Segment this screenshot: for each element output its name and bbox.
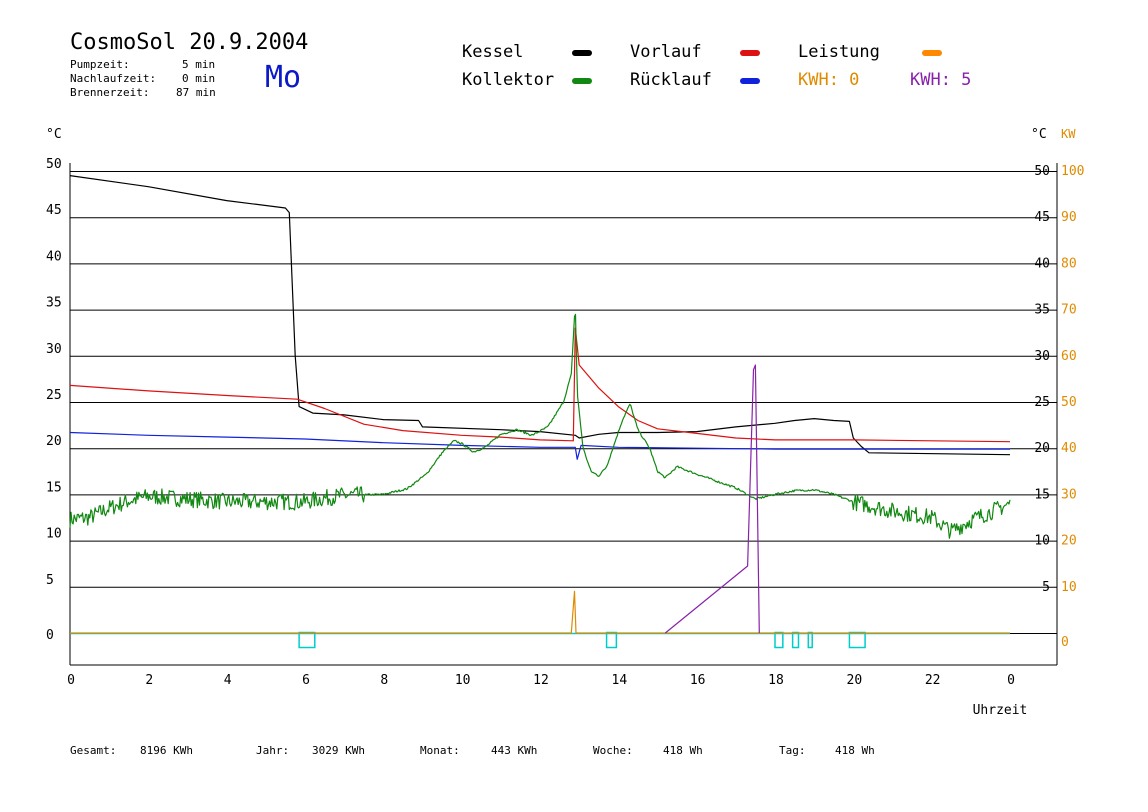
y-tick-left-25: 25 xyxy=(46,388,62,403)
legend-vorlauf-swatch xyxy=(740,50,760,56)
pump-interval-1 xyxy=(605,631,618,649)
y-label-right: °C xyxy=(1031,127,1047,142)
footer-woche-label: Woche: xyxy=(593,744,633,757)
y-tick-right-25: 25 xyxy=(1034,395,1050,410)
footer-woche-value: 418 Wh xyxy=(663,744,703,757)
y-tick-kw-60: 60 xyxy=(1061,349,1077,364)
stat-value-brennerzeit: 87 min xyxy=(176,86,216,99)
y-tick-left-20: 20 xyxy=(46,434,62,449)
legend-vorlauf-label: Vorlauf xyxy=(630,42,702,62)
x-tick-3: 6 xyxy=(302,673,310,688)
footer-jahr-label: Jahr: xyxy=(256,744,290,757)
series-leistung xyxy=(70,590,1010,634)
x-tick-11: 22 xyxy=(925,673,941,688)
y-tick-left-15: 15 xyxy=(46,480,62,495)
y-tick-left-0: 0 xyxy=(46,628,54,643)
x-tick-8: 16 xyxy=(690,673,706,688)
page-title: CosmoSol 20.9.2004 xyxy=(70,30,309,55)
y-tick-left-5: 5 xyxy=(46,573,54,588)
legend-kwh-orange: KWH: 0 xyxy=(798,70,860,90)
y-tick-kw-100: 100 xyxy=(1061,164,1084,179)
legend-kollektor-label: Kollektor xyxy=(462,70,555,90)
legend-kessel-swatch xyxy=(572,50,592,56)
footer-tag-label: Tag: xyxy=(779,744,806,757)
weekday-label: Mo xyxy=(265,60,302,95)
series-kessel xyxy=(69,175,1011,456)
x-tick-4: 8 xyxy=(380,673,388,688)
stat-value-nachlaufzeit: 0 min xyxy=(182,72,216,85)
y-tick-kw-50: 50 xyxy=(1061,395,1077,410)
y-tick-right-10: 10 xyxy=(1034,534,1050,549)
y-tick-kw-10: 10 xyxy=(1061,580,1077,595)
y-tick-right-15: 15 xyxy=(1034,487,1050,502)
y-tick-kw-0: 0 xyxy=(1061,635,1069,650)
y-tick-right-5: 5 xyxy=(1042,580,1050,595)
footer-tag-value: 418 Wh xyxy=(835,744,875,757)
y-tick-kw-90: 90 xyxy=(1061,210,1077,225)
y-tick-kw-20: 20 xyxy=(1061,534,1077,549)
legend-leistung-label: Leistung xyxy=(798,42,880,62)
x-tick-2: 4 xyxy=(224,673,232,688)
x-tick-0: 0 xyxy=(67,673,75,688)
y-tick-kw-80: 80 xyxy=(1061,256,1077,271)
x-tick-1: 2 xyxy=(145,673,153,688)
y-tick-left-10: 10 xyxy=(46,527,62,542)
y-label-left: °C xyxy=(46,127,62,142)
footer-monat-label: Monat: xyxy=(420,744,460,757)
y-label-kw: KW xyxy=(1061,127,1076,141)
y-tick-right-20: 20 xyxy=(1034,441,1050,456)
y-tick-left-40: 40 xyxy=(46,249,62,264)
y-tick-right-50: 50 xyxy=(1034,164,1050,179)
footer-monat-value: 443 KWh xyxy=(491,744,538,757)
stat-label-pumpzeit: Pumpzeit: xyxy=(70,58,130,71)
pump-interval-4 xyxy=(807,631,813,649)
x-tick-12: 0 xyxy=(1007,673,1015,688)
stat-value-pumpzeit: 5 min xyxy=(182,58,216,71)
x-tick-5: 10 xyxy=(455,673,471,688)
pump-interval-3 xyxy=(791,631,800,649)
y-tick-right-35: 35 xyxy=(1034,303,1050,318)
legend-ruecklauf-swatch xyxy=(740,78,760,84)
x-tick-6: 12 xyxy=(533,673,549,688)
x-tick-10: 20 xyxy=(847,673,863,688)
y-tick-left-45: 45 xyxy=(46,203,62,218)
series-vorlauf xyxy=(69,327,1011,443)
stat-label-nachlaufzeit: Nachlaufzeit: xyxy=(70,72,157,85)
pump-interval-2 xyxy=(774,631,784,649)
x-tick-7: 14 xyxy=(612,673,628,688)
y-tick-kw-40: 40 xyxy=(1061,441,1077,456)
legend-kwh-purple: KWH: 5 xyxy=(910,70,972,90)
series-kwh xyxy=(664,364,760,634)
y-tick-kw-30: 30 xyxy=(1061,487,1077,502)
y-tick-left-30: 30 xyxy=(46,342,62,357)
y-tick-left-50: 50 xyxy=(46,157,62,172)
series-kollektor xyxy=(69,313,1011,539)
pump-interval-5 xyxy=(848,631,866,649)
y-tick-right-40: 40 xyxy=(1034,256,1050,271)
footer-gesamt-label: Gesamt: xyxy=(70,744,117,757)
series-ruecklauf xyxy=(69,431,1010,460)
legend-kollektor-swatch xyxy=(572,78,592,84)
pump-interval-0 xyxy=(298,631,316,649)
y-tick-kw-70: 70 xyxy=(1061,303,1077,318)
y-tick-right-45: 45 xyxy=(1034,210,1050,225)
y-tick-right-30: 30 xyxy=(1034,349,1050,364)
legend-ruecklauf-label: Rücklauf xyxy=(630,70,712,90)
stat-label-brennerzeit: Brennerzeit: xyxy=(70,86,150,99)
y-tick-left-35: 35 xyxy=(46,296,62,311)
legend-kessel-label: Kessel xyxy=(462,42,524,62)
x-axis-label: Uhrzeit xyxy=(973,703,1028,718)
x-tick-9: 18 xyxy=(768,673,784,688)
footer-gesamt-value: 8196 KWh xyxy=(140,744,193,757)
legend-leistung-swatch xyxy=(922,50,942,56)
footer-jahr-value: 3029 KWh xyxy=(312,744,365,757)
